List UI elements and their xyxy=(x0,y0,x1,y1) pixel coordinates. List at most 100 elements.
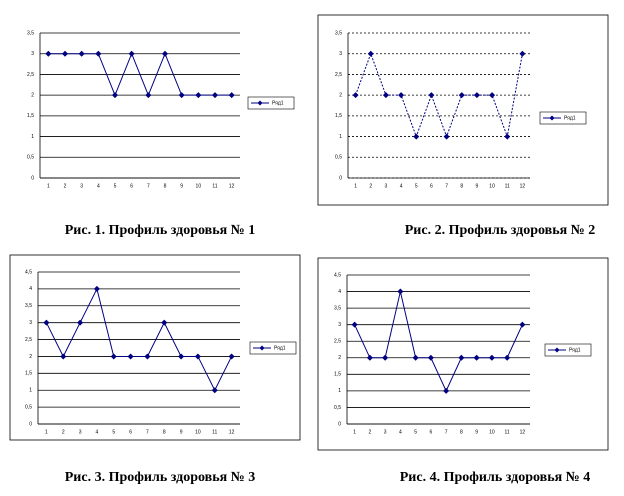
x-tick-label: 8 xyxy=(163,429,166,435)
x-tick-label: 8 xyxy=(460,429,463,435)
y-tick-label: 1 xyxy=(339,134,342,140)
legend-label: Ряд1 xyxy=(569,347,581,353)
chart-frame xyxy=(317,257,609,451)
x-tick-label: 7 xyxy=(146,429,149,435)
y-tick-label: 3,5 xyxy=(334,305,341,311)
legend-marker xyxy=(257,100,263,106)
x-tick-label: 4 xyxy=(97,183,100,189)
x-tick-label: 6 xyxy=(130,183,133,189)
x-tick-label: 1 xyxy=(47,183,50,189)
x-tick-label: 1 xyxy=(45,429,48,435)
y-tick-label: 3 xyxy=(31,51,34,57)
x-tick-label: 4 xyxy=(400,183,403,189)
marker xyxy=(458,92,465,99)
x-tick-label: 11 xyxy=(505,183,510,189)
y-tick-label: 0 xyxy=(29,421,32,427)
x-tick-label: 11 xyxy=(212,429,217,435)
x-tick-label: 3 xyxy=(384,429,387,435)
x-tick-label: 2 xyxy=(368,429,371,435)
y-tick-label: 3 xyxy=(29,320,32,326)
marker xyxy=(112,92,118,99)
x-tick-label: 11 xyxy=(212,183,217,189)
marker xyxy=(352,92,359,99)
x-tick-label: 5 xyxy=(414,429,417,435)
x-tick-label: 7 xyxy=(445,183,448,189)
marker xyxy=(77,319,84,326)
marker xyxy=(228,353,235,360)
y-tick-label: 1 xyxy=(31,134,34,140)
marker xyxy=(412,354,419,361)
x-tick-label: 2 xyxy=(62,429,65,435)
marker xyxy=(428,92,435,99)
x-tick-label: 2 xyxy=(369,183,372,189)
caption: Рис. 3. Профиль здоровья № 3 xyxy=(65,470,256,485)
marker xyxy=(128,50,135,57)
y-tick-label: 3,5 xyxy=(27,30,34,36)
x-tick-label: 8 xyxy=(164,183,167,189)
x-tick-label: 9 xyxy=(180,183,183,189)
legend-box xyxy=(247,96,295,110)
y-tick-label: 0,5 xyxy=(335,155,342,161)
marker xyxy=(45,50,52,57)
marker xyxy=(458,354,465,361)
x-tick-label: 4 xyxy=(96,429,99,435)
marker xyxy=(397,288,404,295)
y-tick-label: 2,5 xyxy=(335,72,342,78)
marker xyxy=(382,354,389,361)
x-tick-label: 2 xyxy=(64,183,67,189)
marker xyxy=(62,50,68,57)
y-tick-label: 2,5 xyxy=(334,339,341,345)
marker xyxy=(366,354,373,361)
x-tick-label: 10 xyxy=(489,429,495,435)
x-tick-label: 8 xyxy=(460,183,463,189)
y-tick-label: 1 xyxy=(338,388,341,394)
x-tick-label: 12 xyxy=(229,429,235,435)
marker xyxy=(504,354,511,361)
y-tick-label: 1,5 xyxy=(25,371,32,377)
marker xyxy=(488,354,495,361)
marker xyxy=(144,353,151,360)
legend-label: Ряд1 xyxy=(564,115,576,121)
y-tick-label: 0,5 xyxy=(27,155,34,161)
x-tick-label: 9 xyxy=(475,429,478,435)
x-tick-label: 3 xyxy=(80,183,83,189)
y-tick-label: 3,5 xyxy=(25,303,32,309)
y-tick-label: 1,5 xyxy=(335,113,342,119)
x-tick-label: 6 xyxy=(429,429,432,435)
marker xyxy=(443,387,450,394)
x-tick-label: 3 xyxy=(385,183,388,189)
marker xyxy=(519,50,526,57)
marker xyxy=(443,133,450,140)
y-tick-label: 3 xyxy=(338,322,341,328)
y-tick-label: 1 xyxy=(29,388,32,394)
marker xyxy=(178,353,185,360)
line xyxy=(355,52,523,139)
x-tick-label: 10 xyxy=(489,183,495,189)
y-tick-label: 1,5 xyxy=(27,113,34,119)
x-tick-label: 7 xyxy=(147,183,150,189)
marker xyxy=(127,353,134,360)
marker xyxy=(93,285,100,292)
x-tick-label: 12 xyxy=(520,429,526,435)
marker xyxy=(78,50,85,57)
chart-frame xyxy=(9,254,301,441)
marker xyxy=(504,133,511,140)
line xyxy=(45,287,233,392)
y-tick-label: 4 xyxy=(338,289,341,295)
x-tick-label: 5 xyxy=(112,429,115,435)
marker xyxy=(367,50,374,57)
marker xyxy=(195,92,202,99)
x-tick-label: 5 xyxy=(114,183,117,189)
marker xyxy=(178,92,185,99)
x-tick-label: 7 xyxy=(445,429,448,435)
y-tick-label: 3 xyxy=(339,51,342,57)
marker xyxy=(145,92,152,99)
x-tick-label: 10 xyxy=(195,429,201,435)
y-tick-label: 3,5 xyxy=(335,30,342,36)
marker xyxy=(382,92,389,99)
marker xyxy=(194,353,201,360)
legend-label: Ряд1 xyxy=(272,100,284,106)
x-tick-label: 10 xyxy=(196,183,202,189)
marker xyxy=(110,353,117,360)
